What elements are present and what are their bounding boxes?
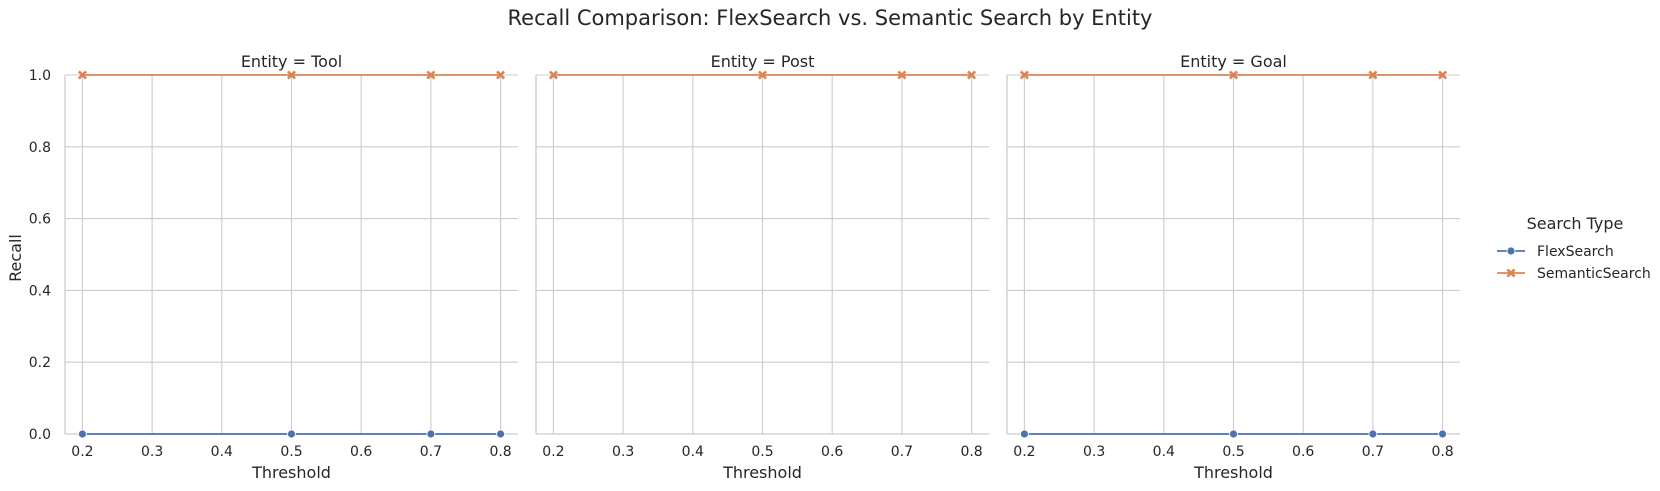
data-point-flexsearch (426, 429, 436, 439)
data-point-flexsearch (1368, 429, 1378, 439)
data-point-flexsearch (287, 429, 296, 439)
x-tick-label: 0.5 (751, 444, 773, 460)
x-tick-label: 0.3 (141, 444, 163, 460)
x-axis-label: Threshold (722, 463, 802, 482)
y-axis-label: Recall (6, 234, 25, 282)
y-tick-label: 1.0 (29, 68, 51, 84)
y-tick-label: 0.4 (29, 283, 51, 299)
x-tick-label: 0.2 (542, 444, 564, 460)
facets-layer: Entity = Tool 0.2 0.3 0.4 0.5 0.6 0.7 0.8 0.0 0.2… (29, 52, 1460, 482)
facet-title: Entity = Goal (1180, 52, 1287, 71)
data-point-semanticsearch (1228, 70, 1239, 80)
data-point-flexsearch (496, 429, 505, 439)
x-tick-label: 0.4 (1153, 444, 1175, 460)
data-point-flexsearch (1020, 429, 1029, 439)
data-point-semanticsearch (897, 70, 907, 80)
x-tick-label: 0.8 (1431, 444, 1453, 460)
x-tick-label: 0.3 (1083, 444, 1105, 460)
y-tick-label: 0.0 (29, 427, 51, 443)
data-point-semanticsearch (1019, 70, 1029, 80)
legend-item-flexsearch: FlexSearch (1497, 244, 1614, 260)
data-point-semanticsearch (286, 70, 297, 80)
x-tick-label: 0.2 (1013, 444, 1035, 460)
data-point-semanticsearch (757, 70, 768, 80)
y-tick-label: 0.2 (29, 355, 51, 371)
x-tick-label: 0.4 (682, 444, 704, 460)
data-point-semanticsearch (1368, 70, 1378, 80)
x-tick-label: 0.5 (1222, 444, 1244, 460)
facet-title: Entity = Tool (241, 52, 342, 71)
facet-title: Entity = Post (711, 52, 815, 71)
x-axis-label: Threshold (251, 463, 331, 482)
data-point-semanticsearch (548, 70, 558, 80)
y-tick-label: 0.6 (29, 212, 51, 228)
x-tick-label: 0.6 (821, 444, 843, 460)
x-tick-label: 0.6 (350, 444, 372, 460)
legend: Search Type FlexSearch SemanticSearch (1497, 214, 1651, 282)
plot-area (77, 70, 506, 439)
data-point-semanticsearch (496, 70, 506, 80)
data-point-semanticsearch (426, 70, 436, 80)
x-tick-label: 0.7 (420, 444, 442, 460)
legend-label: FlexSearch (1537, 244, 1614, 260)
data-point-flexsearch (78, 429, 87, 439)
plot-area (548, 70, 977, 80)
facet-panel-2: Entity = Post 0.2 0.3 0.4 0.5 0.6 0.7 0.8 Thresh… (535, 52, 989, 482)
data-point-flexsearch (1438, 429, 1447, 439)
y-tick-label: 0.8 (29, 140, 51, 156)
x-axis-label: Threshold (1193, 463, 1273, 482)
data-point-flexsearch (1229, 429, 1238, 439)
plot-area (1019, 70, 1448, 439)
legend-swatch-marker (1506, 246, 1516, 256)
x-tick-label: 0.5 (280, 444, 302, 460)
x-tick-label: 0.3 (612, 444, 634, 460)
legend-label: SemanticSearch (1537, 266, 1651, 282)
legend-swatch-marker (1506, 268, 1516, 278)
facet-panel-1: Entity = Tool 0.2 0.3 0.4 0.5 0.6 0.7 0.8 0.0 0.2… (29, 52, 518, 482)
x-tick-label: 0.7 (891, 444, 913, 460)
facet-panel-3: Entity = Goal 0.2 0.3 0.4 0.5 0.6 0.7 0.8 Thresh… (1006, 52, 1460, 482)
x-tick-label: 0.4 (211, 444, 233, 460)
x-tick-label: 0.6 (1292, 444, 1314, 460)
x-tick-label: 0.7 (1362, 444, 1384, 460)
legend-item-semanticsearch: SemanticSearch (1497, 266, 1651, 282)
x-tick-label: 0.8 (489, 444, 511, 460)
chart-title: Recall Comparison: FlexSearch vs. Semant… (508, 6, 1153, 30)
data-point-semanticsearch (967, 70, 977, 80)
legend-title: Search Type (1527, 214, 1624, 233)
data-point-semanticsearch (77, 70, 87, 80)
data-point-semanticsearch (1438, 70, 1448, 80)
x-tick-label: 0.2 (71, 444, 93, 460)
x-tick-label: 0.8 (960, 444, 982, 460)
